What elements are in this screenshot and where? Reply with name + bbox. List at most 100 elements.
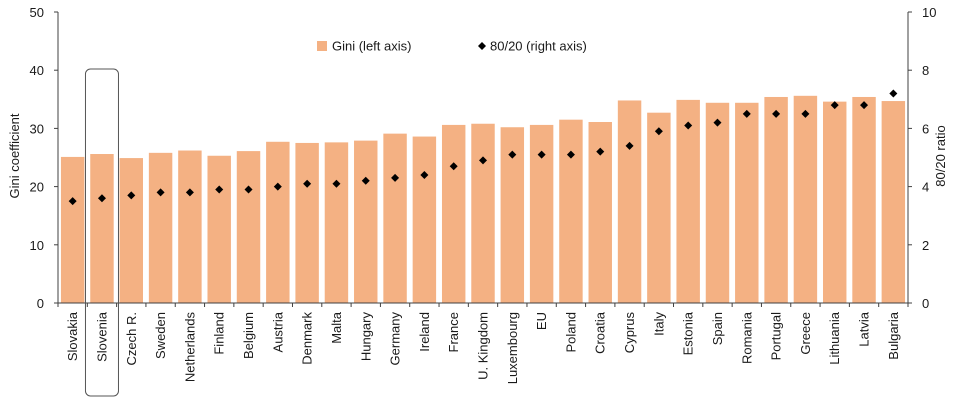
ratio-point-italy bbox=[654, 127, 663, 136]
gini-bar-portugal bbox=[764, 96, 788, 303]
category-label: Cyprus bbox=[622, 312, 637, 354]
category-label: Romania bbox=[739, 311, 754, 364]
ratio-point-finland bbox=[215, 185, 224, 194]
y-left-tick-label: 10 bbox=[30, 238, 44, 253]
highlight-box-slovenia bbox=[84, 68, 119, 397]
category-label: Austria bbox=[270, 311, 285, 352]
gini-bar-latvia bbox=[852, 96, 876, 303]
legend-ratio-marker bbox=[478, 42, 486, 50]
category-label: Belgium bbox=[241, 312, 256, 359]
ratio-point-luxembourg bbox=[508, 150, 517, 159]
ratio-point-estonia bbox=[684, 121, 693, 130]
legend-gini-label: Gini (left axis) bbox=[332, 39, 411, 54]
y-right-tick-label: 2 bbox=[922, 238, 929, 253]
legend: Gini (left axis) 80/20 (right axis) bbox=[317, 39, 587, 54]
category-label: Estonia bbox=[681, 311, 696, 355]
ratio-point-eu bbox=[537, 150, 546, 159]
category-label: Portugal bbox=[769, 312, 784, 361]
gini-bar-greece bbox=[793, 95, 818, 303]
ratio-point-romania bbox=[742, 109, 751, 118]
ratio-point-spain bbox=[713, 118, 722, 127]
gini-bar-romania bbox=[735, 102, 759, 303]
ratio-point-netherlands bbox=[185, 188, 194, 197]
category-label: Finland bbox=[212, 312, 227, 355]
category-label: Sweden bbox=[153, 312, 168, 359]
category-label: Hungary bbox=[358, 312, 373, 362]
category-label: Spain bbox=[710, 312, 725, 345]
category-label: Croatia bbox=[593, 311, 608, 354]
category-label: Slovakia bbox=[65, 311, 80, 361]
ratio-point-france bbox=[449, 162, 458, 171]
ratio-point-croatia bbox=[596, 147, 605, 156]
category-label: Denmark bbox=[300, 312, 315, 365]
gini-bar-bulgaria bbox=[881, 101, 906, 303]
y-right-tick-label: 0 bbox=[922, 296, 929, 311]
y-axis-right-title: 80/20 ratio bbox=[933, 125, 948, 186]
category-label: Netherlands bbox=[182, 312, 197, 383]
gini-bar-france bbox=[441, 124, 466, 303]
y-right-tick-label: 4 bbox=[922, 180, 929, 195]
gini-bar-estonia bbox=[676, 99, 700, 303]
gini-bar-cyprus bbox=[617, 100, 642, 304]
ratio-point-bulgaria bbox=[889, 89, 898, 98]
ratio-point-ireland bbox=[420, 170, 429, 179]
gini-bar-germany bbox=[383, 133, 407, 303]
category-label: Latvia bbox=[857, 311, 872, 346]
ratio-point-malta bbox=[332, 179, 341, 188]
category-label: Germany bbox=[388, 312, 403, 366]
ratio-point-lithuania bbox=[830, 101, 839, 110]
ratio-point-sweden bbox=[156, 188, 165, 197]
gini-bar-finland bbox=[207, 155, 231, 303]
category-labels: Slovakia Slovenia Czech R. Sweden Netherland… bbox=[65, 68, 901, 397]
legend-ratio-label: 80/20 (right axis) bbox=[490, 39, 587, 54]
gini-bar-czech-r- bbox=[119, 158, 143, 303]
category-label: Ireland bbox=[417, 312, 432, 352]
gini-bar-belgium bbox=[236, 151, 261, 303]
ratio-point-czech-r- bbox=[127, 191, 136, 200]
gini-bar-luxembourg bbox=[500, 127, 525, 304]
ratio-points bbox=[68, 89, 898, 206]
ratio-point-austria bbox=[273, 182, 282, 191]
category-label: Greece bbox=[798, 312, 813, 355]
category-label: EU bbox=[534, 312, 549, 330]
y-right-tick-label: 6 bbox=[922, 121, 929, 136]
gini-bar-poland bbox=[559, 119, 583, 303]
category-label: Poland bbox=[563, 312, 578, 352]
ratio-point-cyprus bbox=[625, 141, 634, 150]
y-left-tick-label: 0 bbox=[37, 296, 44, 311]
gini-bar-malta bbox=[324, 142, 349, 303]
y-left-tick-label: 40 bbox=[30, 63, 44, 78]
gini-bar-austria bbox=[266, 141, 290, 303]
ratio-point-denmark bbox=[303, 179, 312, 188]
gini-bar-slovenia bbox=[90, 154, 114, 303]
ratio-point-hungary bbox=[361, 176, 370, 185]
y-right-tick-label: 8 bbox=[922, 63, 929, 78]
y-right-tick-label: 10 bbox=[922, 5, 936, 20]
ratio-point-greece bbox=[801, 109, 810, 118]
category-label: Lithuania bbox=[827, 311, 842, 365]
ratio-point-poland bbox=[566, 150, 575, 159]
ratio-point-belgium bbox=[244, 185, 253, 194]
ratio-point-u-kingdom bbox=[479, 156, 487, 165]
gini-bar-denmark bbox=[295, 142, 319, 303]
legend-gini-swatch bbox=[317, 41, 327, 51]
gini-bar-italy bbox=[647, 112, 671, 303]
gini-bar-slovakia bbox=[60, 156, 85, 303]
category-label: Czech R. bbox=[124, 312, 139, 365]
category-label: Malta bbox=[329, 311, 344, 344]
ratio-point-germany bbox=[391, 173, 400, 182]
ratio-point-portugal bbox=[772, 109, 781, 118]
category-label: Slovenia bbox=[94, 311, 109, 362]
category-label: Italy bbox=[651, 312, 666, 336]
category-label: Bulgaria bbox=[886, 311, 901, 359]
y-left-tick-label: 20 bbox=[30, 180, 44, 195]
gini-bar-ireland bbox=[412, 136, 437, 303]
gini-bar-croatia bbox=[588, 122, 612, 303]
y-axis-left-title: Gini coefficient bbox=[7, 113, 22, 198]
gini-bar-sweden bbox=[148, 152, 173, 303]
ratio-point-slovenia bbox=[97, 194, 106, 203]
gini-bars bbox=[60, 95, 906, 304]
gini-bar-hungary bbox=[354, 140, 378, 303]
category-label: Luxembourg bbox=[505, 312, 520, 384]
